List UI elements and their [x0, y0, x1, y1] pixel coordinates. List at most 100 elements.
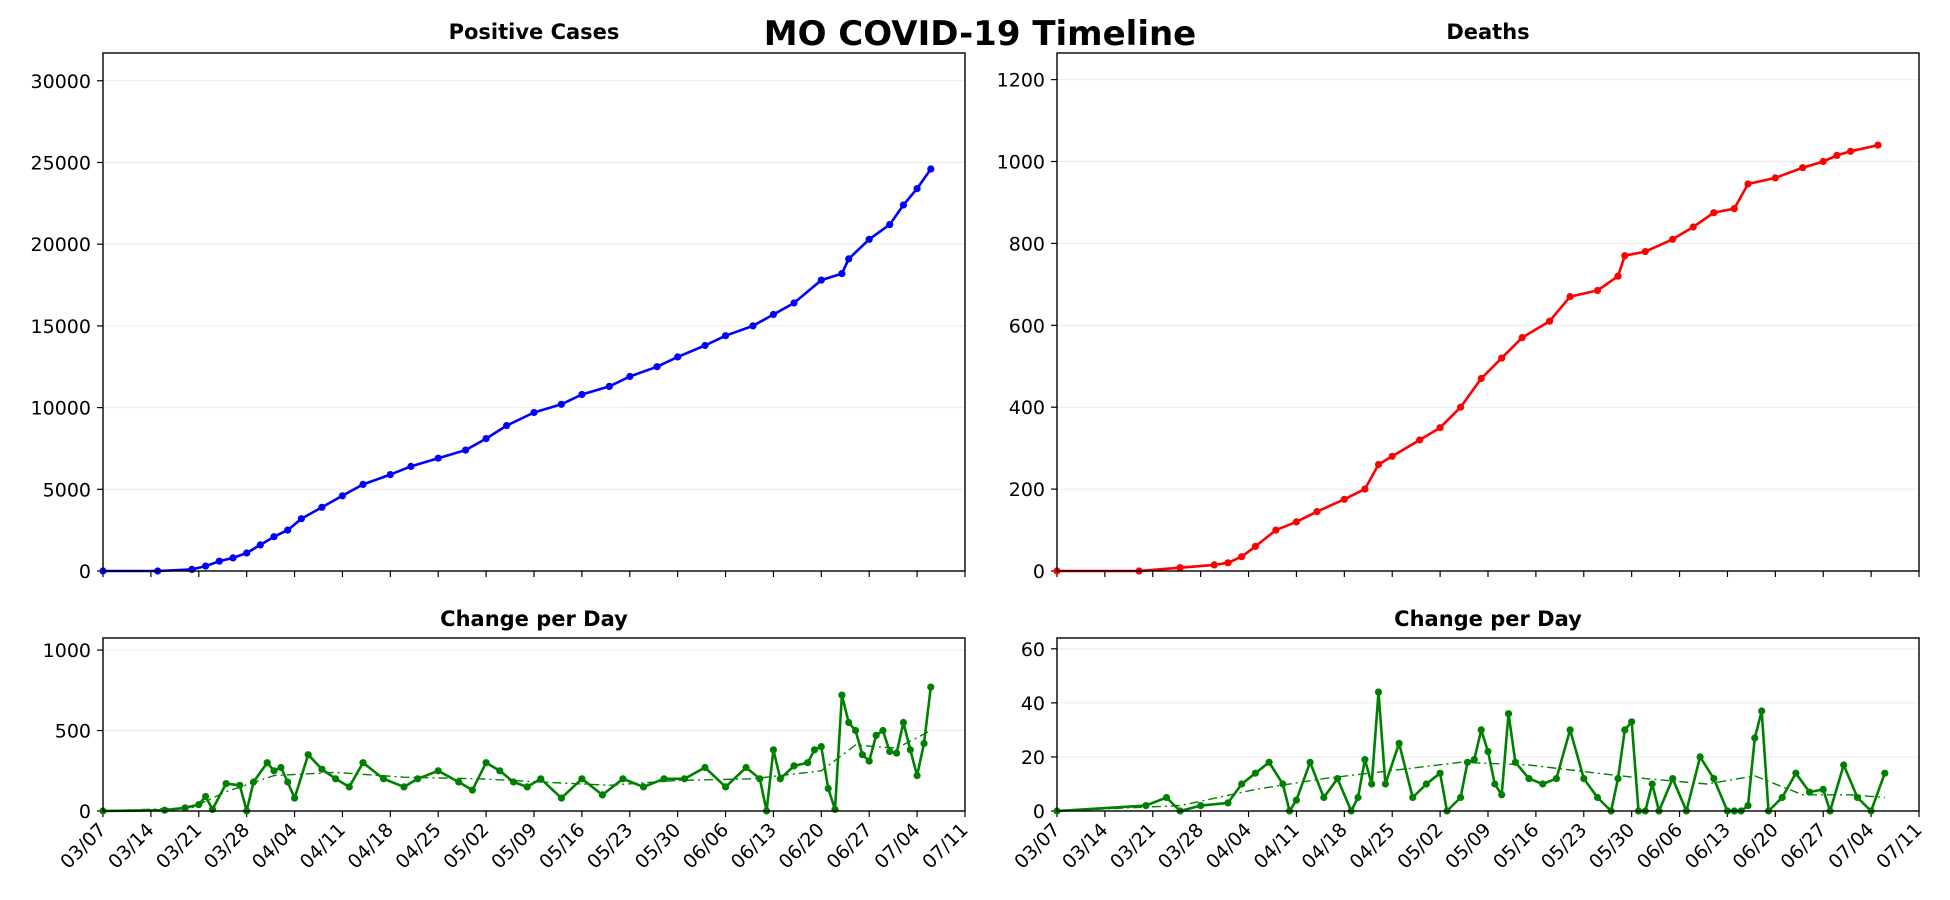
cases_change-data-point [810, 746, 819, 754]
cases_change-data-point [804, 759, 812, 767]
deaths-data-point [1669, 235, 1677, 243]
cases_change-data-point [578, 775, 586, 783]
deaths-title: Deaths [1446, 20, 1529, 44]
cases_change-data-point [824, 784, 832, 793]
deaths_change-data-point [1498, 791, 1506, 799]
deaths_change-data-point [1457, 793, 1465, 802]
cases-data-point [653, 363, 661, 371]
cases-data-point [674, 353, 682, 361]
cases_change-data-point [660, 775, 668, 783]
cases-data-point [578, 390, 586, 399]
cases-data-point [530, 408, 538, 417]
cases_change-data-point [359, 759, 367, 767]
deaths_change-trend-line [1056, 761, 1885, 812]
deaths_change-data-point [1306, 758, 1314, 766]
cases-plot-frame [102, 52, 966, 572]
cases_change-data-point [776, 775, 784, 783]
cases_change-data-point [332, 775, 340, 783]
cases_change-data-point [379, 775, 388, 783]
cases_change-data-point [639, 783, 648, 791]
deaths-data-point [1388, 452, 1396, 460]
cases-ytick-label: 10000 [31, 398, 91, 420]
cases-ytick-label: 15000 [31, 316, 91, 338]
cases-data-point [202, 562, 210, 570]
deaths-data-point [1498, 354, 1506, 362]
cases_change-data-point [509, 778, 518, 786]
deaths_change-data-point [1436, 769, 1444, 777]
deaths-data-point [1457, 403, 1465, 411]
cases_change-data-point [291, 794, 299, 802]
cases-data-point [503, 422, 511, 430]
deaths-data-point [1566, 293, 1574, 301]
deaths-data-point [1771, 174, 1779, 182]
deaths_change-data-point [1368, 780, 1376, 788]
cases_change-data-point [345, 783, 353, 791]
deaths_change-data-point [1840, 761, 1848, 769]
cases-data-point [626, 372, 634, 381]
positive-cases-chart: Positive Cases 0 5000 10000 15000 20000 25000 3… [31, 20, 966, 583]
cases_change-data-point [906, 746, 914, 754]
cases-data-point [790, 299, 798, 307]
cases-data-point [359, 480, 367, 488]
deaths_change-data-point [1881, 769, 1889, 777]
deaths_change-data-point [1477, 726, 1485, 734]
cases_change-data-point [400, 783, 408, 791]
cases-ytick-label: 20000 [31, 234, 91, 256]
cases-data-point [899, 201, 908, 209]
deaths_change-title: Change per Day [1394, 607, 1582, 631]
deaths_change-data-point [1470, 756, 1478, 764]
cases-data-point [386, 471, 394, 479]
cases_change-title: Change per Day [440, 607, 628, 631]
deaths_change-data-point [1491, 780, 1499, 788]
cases_change-data-point [434, 767, 442, 775]
cases_change-data-point [722, 783, 730, 791]
cases-data-point [434, 454, 442, 462]
deaths_change-data-point [1778, 793, 1786, 802]
deaths_change-data-point [1669, 775, 1677, 783]
cases_change-data-point [482, 759, 490, 767]
cases-data-point [243, 549, 251, 557]
cases_change-data-point [455, 778, 463, 786]
deaths_change-data-point [1463, 758, 1472, 766]
cases_change-data-point [222, 780, 230, 788]
deaths-data-point [1593, 286, 1602, 295]
cases-data-point [817, 276, 825, 284]
cases-data-point [338, 492, 346, 500]
deaths_change-data-point [1504, 710, 1513, 718]
cases-data-point [838, 270, 846, 278]
cases-data-point [229, 554, 237, 562]
deaths-data-point [1176, 564, 1184, 572]
deaths-data-point [1292, 518, 1300, 526]
cases_change-data-point [838, 691, 846, 699]
cases_change-data-point [851, 726, 860, 735]
deaths-data-point [1799, 164, 1807, 172]
deaths-ytick-label: 600 [1009, 315, 1045, 337]
cases-data-point [769, 310, 778, 319]
deaths_change-data-point [1744, 802, 1752, 810]
deaths-data-point [1374, 460, 1383, 469]
cases_change-data-point [318, 765, 326, 773]
deaths_change-data-point [1354, 793, 1362, 802]
deaths_change-data-point [1361, 756, 1369, 764]
deaths_change-data-point [1374, 688, 1383, 696]
cases-title: Positive Cases [449, 20, 620, 44]
deaths-plot-frame [1056, 52, 1920, 572]
deaths-data-point [1416, 436, 1424, 444]
cases_change-data-point [263, 759, 271, 767]
cases_change-data-point [496, 767, 504, 775]
cases_change-data-point [899, 718, 908, 727]
deaths_change-data-point [1648, 780, 1656, 788]
deaths_change-data-point [1628, 718, 1636, 726]
deaths_change-data-point [1381, 780, 1389, 788]
cases-data-point [188, 565, 196, 574]
deaths-data-point [1272, 526, 1280, 534]
deaths_change-data-point [1758, 707, 1766, 715]
cases-data-point [297, 515, 305, 523]
deaths_change-data-point [1552, 775, 1560, 783]
deaths-ytick-label: 1000 [997, 152, 1045, 174]
cases_change-data-point [414, 775, 422, 783]
cases_change-data-point [270, 767, 278, 775]
deaths_change-plot-frame [1056, 637, 1920, 812]
